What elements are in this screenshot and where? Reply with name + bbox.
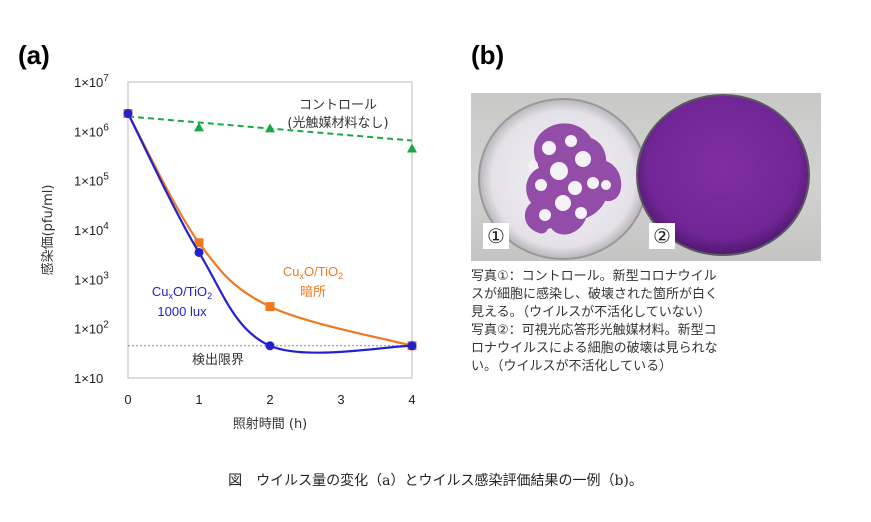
figure-caption: 図 ウイルス量の変化（a）とウイルス感染評価結果の一例（b)。 (228, 473, 643, 489)
y-tick-label: 1×106 (74, 122, 109, 139)
data-point (265, 341, 275, 351)
x-tick-label: 3 (337, 392, 344, 407)
detection-limit-label: 検出限界 (192, 353, 244, 368)
caption-line: ロナウイルスによる細胞の破壊は見られな (471, 341, 718, 356)
plot-frame (127, 81, 413, 379)
data-point (265, 123, 275, 133)
panel-b-label: (b) (471, 40, 505, 70)
caption-line: 写真②：可視光応答形光触媒材料。新型コ (471, 323, 717, 338)
x-axis-label: 照射時間 (h) (233, 416, 308, 432)
light-annotation-line1: CuxO/TiO2 (152, 284, 212, 301)
photo-caption: 写真①：コントロール。新型コロナウイル スが細胞に感染し、破壊された箇所が白く … (471, 268, 831, 376)
series-line (127, 112, 413, 354)
data-point (194, 122, 204, 132)
x-tick-label: 0 (124, 392, 131, 407)
y-axis-label: 感染価(pfu/ml) (40, 185, 56, 276)
y-tick-label: 1×102 (74, 320, 109, 337)
treated-dish (636, 94, 810, 256)
series-2 (123, 108, 417, 354)
caption-line: い。（ウイルスが不活化している） (471, 359, 673, 374)
virus-titer-chart: 1×10 1×102 1×103 1×104 1×105 1×106 1×107 0 1 2 3 4… (40, 73, 417, 432)
y-tick-label: 1×107 (74, 73, 109, 90)
series-line (127, 112, 413, 347)
x-tick-label: 2 (266, 392, 273, 407)
x-tick-label: 4 (408, 392, 415, 407)
data-point (123, 108, 133, 118)
caption-line: 見える。（ウイルスが不活化していない） (471, 305, 711, 320)
y-tick-label: 1×105 (74, 172, 109, 189)
caption-line: スが細胞に感染し、破壊された箇所が白く (471, 287, 719, 302)
dark-annotation-line1: CuxO/TiO2 (283, 264, 343, 281)
y-axis-ticks: 1×10 1×102 1×103 1×104 1×105 1×106 1×107 (74, 73, 109, 386)
light-annotation-line2: 1000 lux (157, 304, 207, 319)
photo-label-2: ② (649, 223, 675, 249)
control-annotation-line2: (光触媒材料なし) (287, 116, 388, 131)
y-tick-label: 1×104 (74, 221, 109, 238)
control-annotation-line1: コントロール (299, 98, 377, 113)
caption-line: 写真①：コントロール。新型コロナウイル (471, 269, 717, 284)
y-tick-label: 1×103 (74, 270, 109, 287)
dark-annotation-line2: 暗所 (300, 285, 326, 300)
data-point (194, 238, 204, 248)
petri-dish-photo: ① ② (471, 93, 821, 261)
panel-a-label: (a) (18, 40, 50, 70)
x-tick-label: 1 (195, 392, 202, 407)
data-point (265, 302, 275, 312)
photo-label-1: ① (483, 223, 509, 249)
x-axis-ticks: 0 1 2 3 4 (124, 392, 415, 407)
y-tick-label: 1×10 (74, 371, 103, 386)
data-point (194, 247, 204, 257)
data-point (407, 341, 417, 351)
data-point (407, 143, 417, 153)
control-dish-plaques (528, 135, 611, 221)
